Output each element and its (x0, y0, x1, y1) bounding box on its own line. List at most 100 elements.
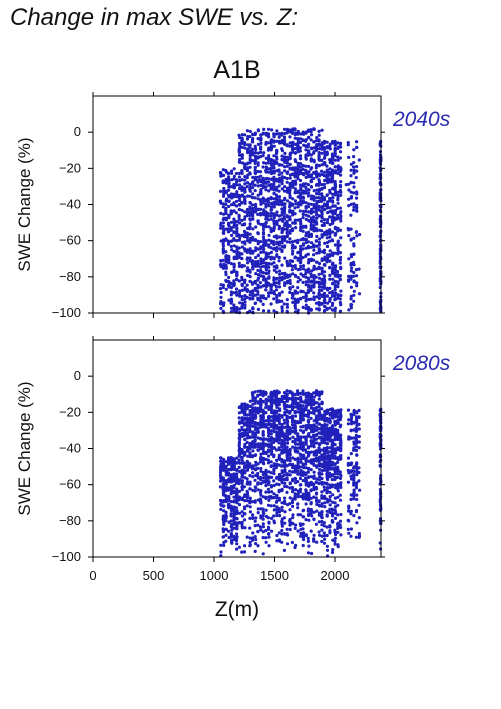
data-point (352, 289, 356, 293)
data-point (309, 489, 313, 493)
data-point (235, 305, 239, 310)
data-point (246, 431, 250, 435)
data-point (240, 141, 244, 145)
data-point (251, 217, 255, 221)
data-point (291, 197, 295, 201)
data-point (280, 305, 284, 309)
data-point (352, 497, 356, 501)
data-point (328, 435, 332, 439)
data-point (288, 496, 292, 500)
data-point (309, 450, 313, 454)
data-point (325, 193, 329, 198)
data-point (267, 490, 271, 494)
data-point (283, 510, 287, 514)
data-point (251, 137, 255, 141)
data-point (322, 196, 327, 200)
data-point (333, 443, 337, 447)
data-point (301, 190, 305, 194)
data-point (349, 174, 353, 178)
data-point (232, 519, 236, 524)
data-point (331, 215, 335, 219)
data-point (259, 265, 263, 269)
data-point (275, 198, 279, 202)
data-point (333, 447, 337, 451)
data-point (242, 146, 247, 150)
data-point (248, 149, 252, 153)
data-point (242, 518, 247, 522)
data-point (291, 168, 295, 172)
data-point (219, 201, 223, 205)
data-point (248, 474, 252, 478)
data-point (339, 457, 343, 461)
data-point (267, 532, 271, 536)
data-point (310, 194, 314, 198)
data-point (248, 247, 252, 251)
data-point (298, 278, 302, 282)
data-point (272, 169, 276, 173)
data-point (315, 234, 319, 238)
data-point (306, 454, 310, 458)
data-point (301, 391, 305, 395)
data-point (219, 474, 223, 478)
data-point (331, 212, 335, 216)
data-point (333, 415, 337, 419)
data-point (258, 525, 263, 529)
data-point (256, 268, 260, 273)
data-point (251, 251, 255, 255)
data-point (270, 291, 274, 295)
data-point (288, 210, 292, 214)
data-point (282, 425, 287, 430)
data-point (291, 213, 295, 217)
data-point (245, 231, 249, 235)
data-point (317, 129, 321, 133)
data-point (309, 224, 313, 228)
data-point (309, 245, 313, 249)
data-point (304, 401, 308, 405)
data-point (269, 255, 273, 259)
data-point (304, 206, 308, 210)
data-point (221, 468, 226, 472)
data-point (262, 284, 266, 288)
data-point (269, 230, 273, 234)
data-point (269, 484, 274, 488)
data-point (269, 452, 273, 456)
data-point (336, 421, 340, 425)
data-point (349, 474, 353, 478)
data-point (277, 169, 281, 173)
data-point (248, 210, 252, 214)
data-point (328, 486, 332, 490)
data-point (352, 412, 356, 417)
data-point (328, 235, 332, 239)
data-point (315, 244, 319, 248)
data-point (232, 186, 236, 190)
data-point (248, 536, 252, 540)
data-point (291, 497, 295, 501)
data-point (346, 468, 350, 472)
data-point (243, 402, 247, 406)
data-point (331, 230, 335, 234)
data-point (283, 238, 287, 242)
data-point (301, 167, 305, 171)
data-point (336, 525, 340, 529)
data-point (328, 259, 332, 263)
data-point (338, 498, 343, 502)
data-point (251, 227, 255, 231)
data-point (251, 153, 255, 157)
data-point (277, 243, 281, 247)
data-point (278, 514, 282, 518)
data-point (248, 293, 252, 297)
data-point (224, 533, 228, 537)
data-point (328, 421, 332, 425)
data-point (309, 159, 313, 163)
data-point (315, 498, 319, 502)
data-point (317, 443, 322, 447)
data-point (312, 227, 316, 231)
data-point (251, 435, 255, 439)
data-point (267, 448, 271, 452)
data-point (267, 252, 271, 256)
data-point (333, 146, 337, 151)
data-point (266, 214, 270, 218)
data-point (323, 281, 327, 285)
data-point (357, 415, 361, 419)
data-point (254, 204, 258, 209)
